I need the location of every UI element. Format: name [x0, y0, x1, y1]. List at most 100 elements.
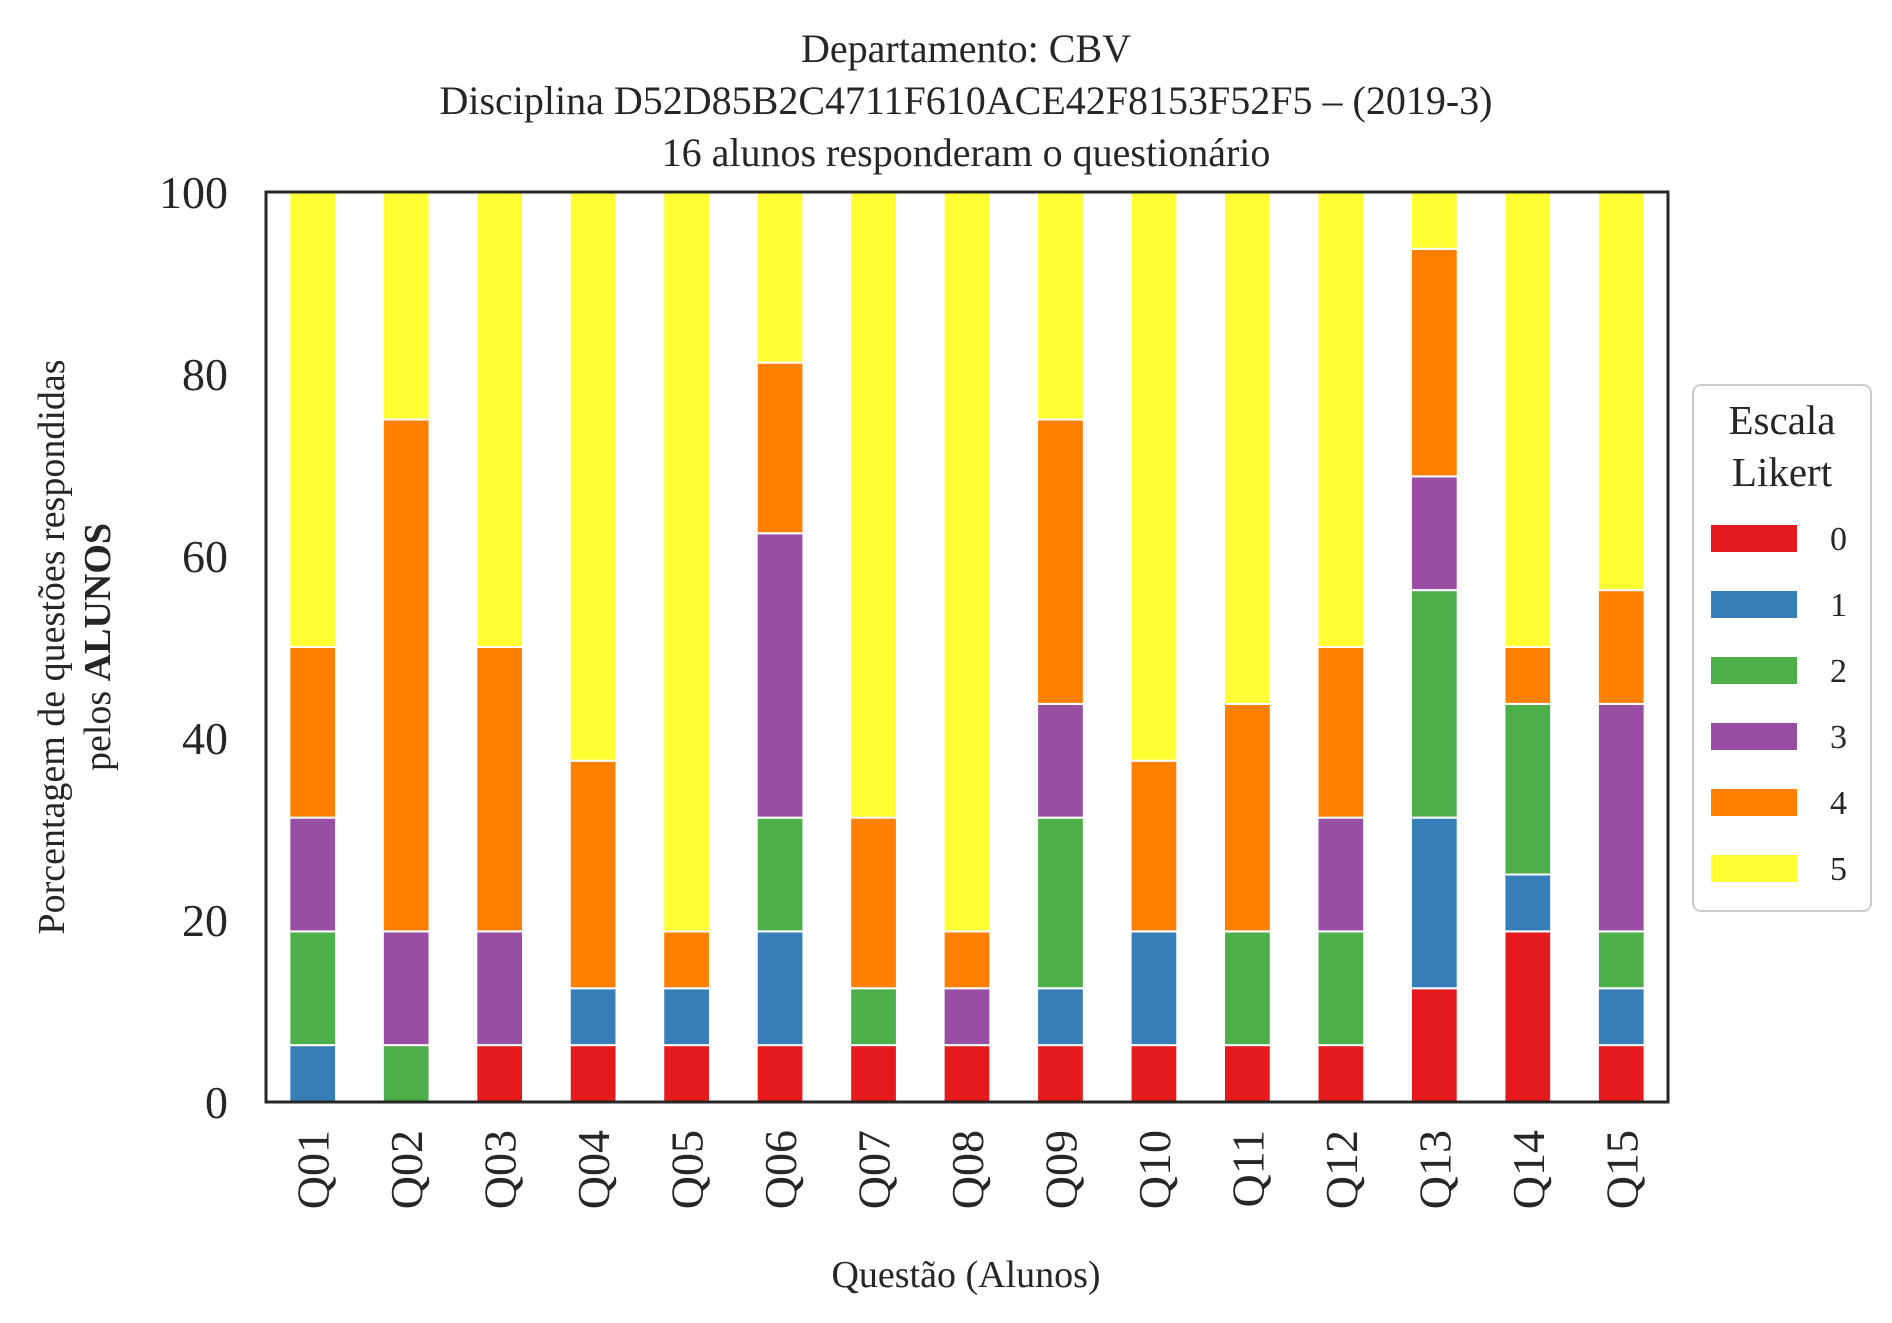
bar-q14-likert-5 — [1503, 191, 1553, 648]
legend-label-1: 1 — [1830, 587, 1847, 624]
x-tick-label-q02: Q02 — [381, 1130, 432, 1209]
y-tick-label-100: 100 — [159, 167, 228, 218]
bar-q13-likert-0 — [1409, 987, 1459, 1103]
bar-q13-likert-4 — [1409, 247, 1459, 478]
y-axis-label-prefix: pelos — [77, 681, 119, 771]
legend-swatch-0 — [1711, 525, 1797, 552]
bar-q06-likert-2 — [755, 816, 805, 933]
x-axis-ticks: Q01 Q02 Q03 Q04 Q05 Q06 Q07 Q08 Q09 Q10 Q11 Q12 Q13 Q… — [288, 1130, 1648, 1209]
bar-q09-likert-1 — [1036, 987, 1085, 1047]
bar-q14-likert-0 — [1503, 930, 1553, 1104]
bar-q01-likert-4 — [288, 646, 338, 819]
legend-swatch-1 — [1711, 591, 1797, 618]
bar-q04-likert-0 — [568, 1044, 618, 1104]
bar-q15-likert-0 — [1596, 1044, 1646, 1104]
x-tick-label-q15: Q15 — [1596, 1130, 1647, 1209]
bar-q07-likert-4 — [849, 816, 898, 990]
bar-q08-likert-0 — [942, 1044, 992, 1104]
bar-q02-likert-2 — [381, 1044, 431, 1104]
bar-q06-likert-1 — [755, 930, 805, 1047]
x-tick-label-q11: Q11 — [1222, 1130, 1273, 1208]
bar-q09-likert-0 — [1036, 1044, 1085, 1104]
bar-q11-likert-0 — [1223, 1044, 1272, 1104]
bar-q03-likert-0 — [475, 1044, 525, 1104]
bar-q02-likert-5 — [381, 191, 431, 421]
bar-q11-likert-2 — [1223, 930, 1272, 1047]
legend-label-4: 4 — [1830, 785, 1847, 822]
title-line-2: Disciplina D52D85B2C4711F610ACE42F8153F5… — [439, 78, 1492, 123]
bar-q15-likert-1 — [1596, 987, 1646, 1047]
bar-q07-likert-5 — [849, 191, 898, 819]
bar-q12-likert-4 — [1316, 646, 1366, 819]
bar-q07-likert-0 — [849, 1044, 898, 1104]
title-line-1: Departamento: CBV — [801, 26, 1131, 71]
x-tick-label-q13: Q13 — [1409, 1130, 1460, 1209]
bar-q10-likert-0 — [1129, 1044, 1179, 1104]
bar-q06-likert-5 — [755, 191, 805, 364]
bar-q05-likert-4 — [662, 930, 711, 990]
x-axis-label: Questão (Alunos) — [831, 1254, 1100, 1296]
bar-q13-likert-1 — [1409, 816, 1459, 990]
legend-swatch-4 — [1711, 789, 1797, 816]
x-tick-label-q12: Q12 — [1316, 1130, 1367, 1209]
bar-q09-likert-3 — [1036, 702, 1085, 819]
bar-q12-likert-5 — [1316, 191, 1366, 648]
bar-q13-likert-3 — [1409, 475, 1459, 592]
x-tick-label-q05: Q05 — [662, 1130, 713, 1209]
chart-title: Departamento: CBV Disciplina D52D85B2C47… — [439, 26, 1492, 175]
bar-q07-likert-2 — [849, 987, 898, 1047]
legend-box — [1692, 384, 1872, 912]
bar-q12-likert-3 — [1316, 816, 1366, 933]
bar-q05-likert-0 — [662, 1044, 711, 1104]
legend-title-line-1: Escala — [1729, 397, 1836, 443]
legend-label-3: 3 — [1830, 719, 1847, 756]
bar-q03-likert-5 — [475, 191, 525, 648]
bar-q10-likert-1 — [1129, 930, 1179, 1047]
bar-q14-likert-2 — [1503, 702, 1553, 876]
x-tick-label-q01: Q01 — [288, 1130, 339, 1209]
x-tick-label-q03: Q03 — [475, 1130, 526, 1209]
bar-q03-likert-4 — [475, 646, 525, 933]
y-tick-label-20: 20 — [182, 895, 228, 946]
x-tick-label-q06: Q06 — [755, 1130, 806, 1209]
x-tick-label-q07: Q07 — [849, 1130, 900, 1209]
bar-q15-likert-2 — [1596, 930, 1646, 990]
legend-label-0: 0 — [1830, 521, 1847, 558]
title-line-3: 16 alunos responderam o questionário — [662, 130, 1271, 175]
x-tick-label-q14: Q14 — [1503, 1130, 1554, 1209]
legend: Escala Likert 0 1 2 3 4 5 — [1692, 384, 1872, 912]
bar-q06-likert-4 — [755, 361, 805, 535]
legend-swatch-5 — [1711, 855, 1797, 882]
x-tick-label-q10: Q10 — [1129, 1130, 1180, 1209]
bar-q09-likert-2 — [1036, 816, 1085, 990]
x-tick-label-q08: Q08 — [942, 1130, 993, 1209]
bar-q13-likert-2 — [1409, 589, 1459, 819]
bar-q15-likert-4 — [1596, 589, 1646, 705]
bar-q09-likert-4 — [1036, 418, 1085, 705]
bar-q10-likert-4 — [1129, 759, 1179, 933]
legend-label-5: 5 — [1830, 851, 1847, 888]
y-axis-ticks: 0 20 40 60 80 100 — [159, 167, 228, 1128]
bar-q08-likert-5 — [942, 191, 992, 933]
bar-q15-likert-3 — [1596, 702, 1646, 933]
bar-q10-likert-5 — [1129, 191, 1179, 762]
bar-q01-likert-2 — [288, 930, 338, 1047]
bar-q08-likert-4 — [942, 930, 992, 990]
y-tick-label-80: 80 — [182, 349, 228, 400]
legend-items: 0 1 2 3 4 5 — [1711, 521, 1847, 888]
bar-q03-likert-3 — [475, 930, 525, 1047]
bar-q09-likert-5 — [1036, 191, 1085, 421]
bar-q04-likert-1 — [568, 987, 618, 1047]
bar-q14-likert-1 — [1503, 873, 1553, 933]
bar-q13-likert-5 — [1409, 191, 1459, 250]
bar-q15-likert-5 — [1596, 191, 1646, 592]
bar-q05-likert-1 — [662, 987, 711, 1047]
bar-q02-likert-4 — [381, 418, 431, 933]
bar-q04-likert-5 — [568, 191, 618, 762]
legend-swatch-2 — [1711, 657, 1797, 684]
legend-title-line-2: Likert — [1732, 449, 1833, 495]
y-tick-label-40: 40 — [182, 713, 228, 764]
bar-q05-likert-5 — [662, 191, 711, 933]
bar-q06-likert-0 — [755, 1044, 805, 1104]
